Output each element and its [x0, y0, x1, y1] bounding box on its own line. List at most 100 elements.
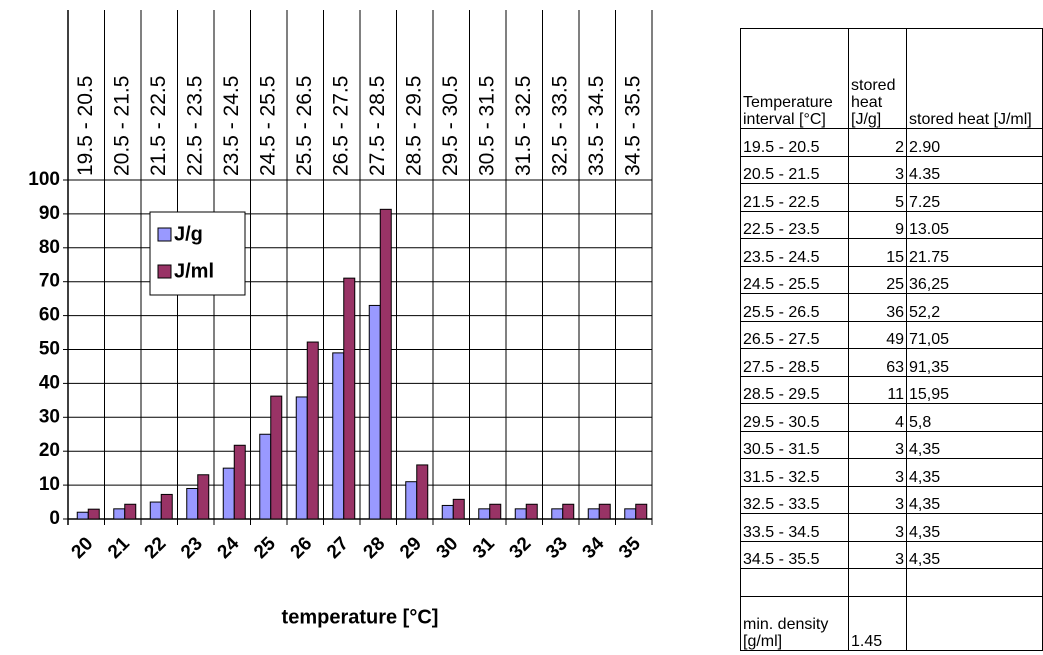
bar — [332, 352, 345, 520]
table-cell: 15,95 — [906, 375, 1043, 404]
table-row: min. density [g/ml] 1.45 — [740, 595, 1043, 651]
table-cell: 36,25 — [906, 265, 1043, 294]
bar — [197, 474, 210, 520]
table-cell: 3 — [848, 485, 907, 514]
x-tick-label: 27 — [323, 533, 353, 563]
table-cell: 91,35 — [906, 348, 1043, 377]
table-cell: 3 — [848, 155, 907, 184]
x-tick-label: 32 — [506, 533, 536, 563]
interval-label: 34.5 - 35.5 — [621, 76, 644, 176]
interval-label: 26.5 - 27.5 — [329, 76, 352, 176]
footer-label: min. density [g/ml] — [740, 595, 849, 651]
table-cell: 33.5 - 34.5 — [740, 513, 849, 542]
y-tick-label: 60 — [39, 305, 60, 326]
table-cell: 25.5 - 26.5 — [740, 293, 849, 322]
table-cell: 23.5 - 24.5 — [740, 238, 849, 267]
bar — [186, 487, 199, 520]
interval-label: 32.5 - 33.5 — [548, 76, 571, 176]
interval-label: 30.5 - 31.5 — [475, 76, 498, 176]
bar — [598, 503, 611, 520]
y-tick-label: 10 — [39, 474, 60, 495]
bar — [441, 504, 454, 520]
footer-value: 1.45 — [848, 595, 907, 651]
table-row: 30.5 - 31.5 3 4,35 — [740, 430, 1043, 459]
table-cell: 19.5 - 20.5 — [740, 128, 849, 157]
interval-label: 28.5 - 29.5 — [402, 76, 425, 176]
table-cell: 27.5 - 28.5 — [740, 348, 849, 377]
table-row: 34.5 - 35.5 3 4,35 — [740, 540, 1043, 569]
interval-label: 23.5 - 24.5 — [220, 76, 243, 176]
table-row: 24.5 - 25.5 25 36,25 — [740, 265, 1043, 294]
y-tick-label: 50 — [39, 339, 60, 360]
table-cell: 21.75 — [906, 238, 1043, 267]
x-axis-title: temperature [°C] — [282, 606, 439, 628]
table-cell: 29.5 - 30.5 — [740, 403, 849, 432]
table-cell: 25 — [848, 265, 907, 294]
table-cell: 26.5 - 27.5 — [740, 320, 849, 349]
table-cell: 3 — [848, 513, 907, 542]
bar — [416, 464, 429, 520]
legend-label: J/g — [174, 223, 203, 245]
table-cell: 9 — [848, 210, 907, 239]
empty-cell — [906, 568, 1043, 597]
table-row: 29.5 - 30.5 4 5,8 — [740, 403, 1043, 432]
table-row: 27.5 - 28.5 63 91,35 — [740, 348, 1043, 377]
y-tick-label: 80 — [39, 237, 60, 258]
table-row: 32.5 - 33.5 3 4,35 — [740, 485, 1043, 514]
table-row: 31.5 - 32.5 3 4,35 — [740, 458, 1043, 487]
legend-box — [149, 211, 246, 296]
interval-label: 33.5 - 34.5 — [585, 76, 608, 176]
bar — [624, 508, 637, 520]
interval-label: 24.5 - 25.5 — [256, 76, 279, 176]
table-cell: 21.5 - 22.5 — [740, 183, 849, 212]
header-cell: stored heat [J/ml] — [906, 28, 1043, 129]
x-tick-label: 24 — [214, 533, 244, 563]
bar — [379, 208, 392, 520]
x-tick-label: 31 — [469, 533, 499, 563]
table-cell: 4 — [848, 403, 907, 432]
table-cell: 4,35 — [906, 540, 1043, 569]
x-tick-label: 21 — [104, 533, 134, 563]
interval-label: 22.5 - 23.5 — [183, 76, 206, 176]
table-cell: 4,35 — [906, 513, 1043, 542]
interval-label: 21.5 - 22.5 — [147, 76, 170, 176]
table-cell: 11 — [848, 375, 907, 404]
bar — [259, 433, 272, 520]
x-tick-label: 29 — [396, 533, 426, 563]
legend-swatch — [157, 264, 172, 279]
y-tick-label: 70 — [39, 271, 60, 292]
table-cell: 3 — [848, 430, 907, 459]
bar — [551, 508, 564, 520]
table-cell: 7.25 — [906, 183, 1043, 212]
table-cell: 20.5 - 21.5 — [740, 155, 849, 184]
table-cell: 13.05 — [906, 210, 1043, 239]
table-cell: 34.5 - 35.5 — [740, 540, 849, 569]
table-row: 23.5 - 24.5 15 21.75 — [740, 238, 1043, 267]
x-tick-label: 30 — [433, 533, 463, 563]
table-cell: 52,2 — [906, 293, 1043, 322]
bar — [368, 304, 381, 520]
bar — [160, 493, 173, 520]
table-cell: 28.5 - 29.5 — [740, 375, 849, 404]
data-table: Temperature interval [°C] stored heat [J/… — [740, 28, 1043, 651]
table-cell: 3 — [848, 540, 907, 569]
x-tick-label: 33 — [542, 533, 572, 563]
legend-label: J/ml — [174, 260, 214, 282]
bar — [452, 498, 465, 520]
table-cell: 49 — [848, 320, 907, 349]
x-tick-label: 23 — [177, 533, 207, 563]
table-row: 19.5 - 20.5 2 2.90 — [740, 128, 1043, 157]
x-tick-label: 35 — [615, 533, 645, 563]
table-cell: 2 — [848, 128, 907, 157]
bar — [587, 508, 600, 520]
interval-label: 25.5 - 26.5 — [293, 76, 316, 176]
interval-label: 31.5 - 32.5 — [512, 76, 535, 176]
table-cell: 5,8 — [906, 403, 1043, 432]
table-cell: 24.5 - 25.5 — [740, 265, 849, 294]
bar — [222, 467, 235, 520]
table-row: 20.5 - 21.5 3 4.35 — [740, 155, 1043, 184]
table-cell: 4,35 — [906, 430, 1043, 459]
table-cell: 4,35 — [906, 485, 1043, 514]
empty-cell — [848, 568, 907, 597]
bar — [562, 503, 575, 520]
